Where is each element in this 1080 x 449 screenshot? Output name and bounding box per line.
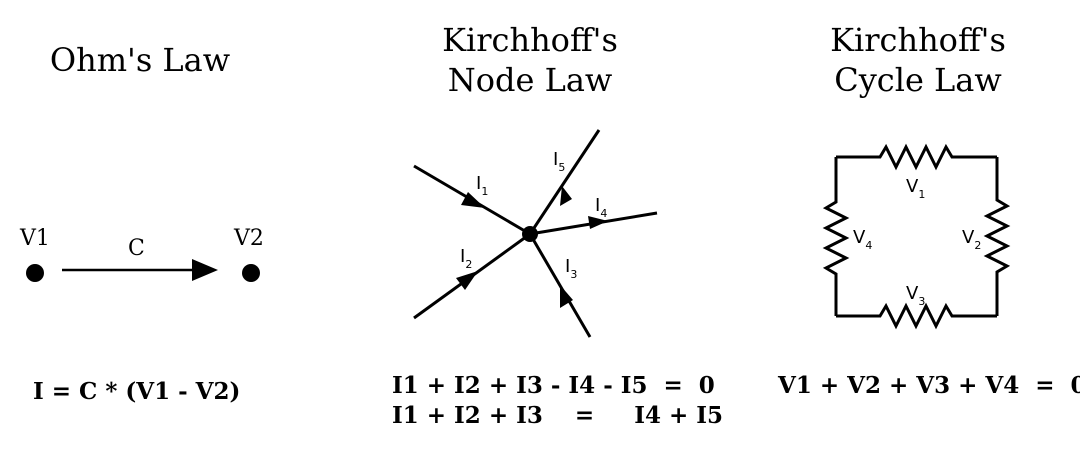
- current-label-i3: I3: [565, 256, 577, 281]
- node-law-equation-1: I1 + I2 + I3 - I4 - I5 = 0: [392, 372, 715, 399]
- branch-i5: [528, 129, 601, 235]
- cycle-law-title-line2: Cycle Law: [834, 61, 1002, 99]
- arrow-head-icon: [192, 259, 218, 281]
- v1-label: V1: [20, 226, 50, 251]
- arrow-i1-icon: [461, 192, 485, 208]
- current-label-i4: I4: [595, 195, 607, 220]
- voltage-label-v1: V1: [906, 176, 925, 201]
- node-v1: [26, 264, 44, 282]
- node-law-title-line1: Kirchhoff's: [442, 21, 618, 59]
- cycle-law-title-line1: Kirchhoff's: [830, 21, 1006, 59]
- voltage-label-v2: V2: [962, 227, 981, 252]
- current-label-i1: I1: [476, 173, 488, 198]
- c-label: C: [128, 236, 145, 261]
- v2-label: V2: [234, 226, 264, 251]
- ohms-law-diagram: [26, 259, 260, 282]
- node-law-title: Kirchhoff's Node Law: [380, 20, 680, 100]
- cycle-law-equation: V1 + V2 + V3 + V4 = 0: [778, 372, 1080, 399]
- junction-node: [522, 226, 538, 242]
- resistor-v2: [983, 157, 1011, 316]
- voltage-label-v4: V4: [853, 227, 872, 252]
- resistor-v3: [836, 302, 997, 330]
- cycle-law-title: Kirchhoff's Cycle Law: [768, 20, 1068, 100]
- resistor-v4: [822, 157, 850, 316]
- arrow-i2-icon: [456, 271, 478, 290]
- current-label-i5: I5: [553, 149, 565, 174]
- arrow-i3-icon: [560, 285, 573, 308]
- arrow-i5-icon: [560, 186, 572, 206]
- resistor-v1: [836, 143, 997, 171]
- current-label-i2: I2: [460, 246, 472, 271]
- node-law-title-line2: Node Law: [447, 61, 613, 99]
- node-law-equation-2: I1 + I2 + I3 = I4 + I5: [392, 402, 724, 429]
- voltage-label-v3: V3: [906, 283, 925, 308]
- ohms-law-title: Ohm's Law: [49, 41, 231, 79]
- arrow-i4-icon: [588, 216, 608, 229]
- node-v2: [242, 264, 260, 282]
- ohms-law-equation: I = C * (V1 - V2): [33, 378, 241, 405]
